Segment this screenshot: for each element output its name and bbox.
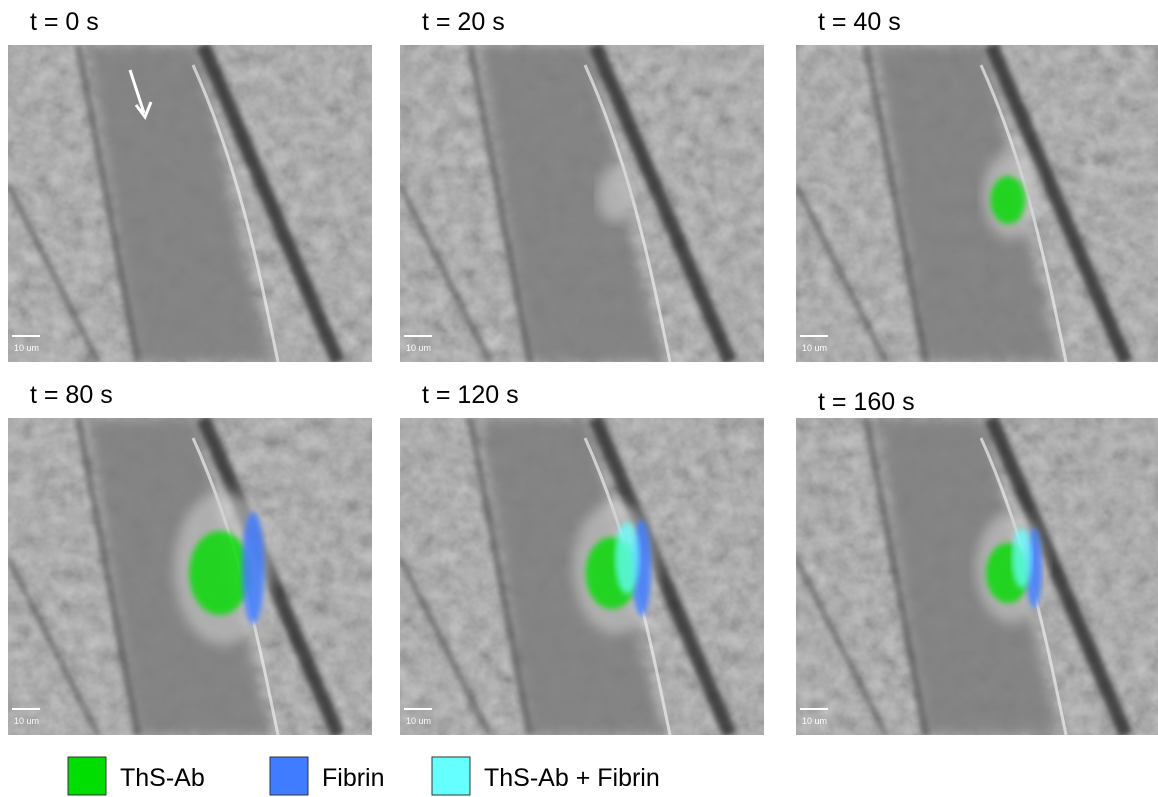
panel-label: t = 120 s (422, 381, 519, 409)
panel-label: t = 80 s (30, 381, 113, 409)
panel-label: t = 20 s (422, 8, 505, 36)
clot-cyan (615, 522, 639, 594)
legend-label: ThS-Ab + Fibrin (484, 764, 660, 792)
scale-bar-label: 10 um (14, 716, 39, 726)
micrograph: 10 um (796, 418, 1158, 735)
clot-blue (242, 512, 264, 624)
scale-bar-label: 10 um (802, 343, 827, 353)
panel-label: t = 160 s (818, 388, 915, 416)
scale-bar-label: 10 um (802, 716, 827, 726)
micrograph: 10 um (400, 45, 764, 362)
scale-bar-label: 10 um (406, 343, 431, 353)
panel-label: t = 40 s (818, 8, 901, 36)
clot-halo (598, 168, 633, 223)
clot-green (189, 531, 251, 615)
legend-swatch (68, 757, 106, 795)
micrograph: 10 um (8, 418, 372, 735)
micrograph: 10 um (400, 418, 764, 735)
panel-label: t = 0 s (30, 8, 99, 36)
clot-cyan (1012, 528, 1032, 588)
legend-swatch (270, 757, 308, 795)
micrograph: 10 um (796, 45, 1158, 362)
micrograph: 10 um (8, 45, 372, 362)
legend-swatch (432, 757, 470, 795)
legend-label: ThS-Ab (120, 764, 205, 792)
clot-green (990, 176, 1025, 224)
scale-bar-label: 10 um (14, 343, 39, 353)
legend-label: Fibrin (322, 764, 385, 792)
scale-bar-label: 10 um (406, 716, 431, 726)
figure: t = 0 s 10 um t = 20 s 10 um t = 40 s 10 um t … (0, 0, 1158, 797)
